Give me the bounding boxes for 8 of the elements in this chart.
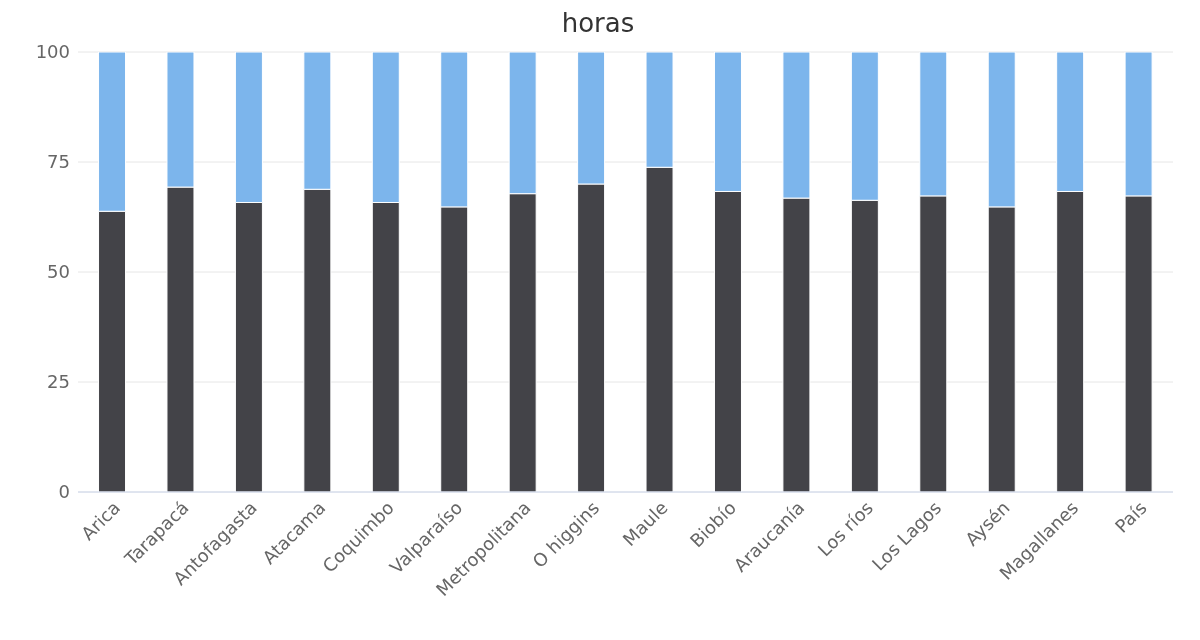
x-tick-label: País [1110,497,1151,537]
chart-title: horas [560,8,636,40]
y-tick-label: 0 [58,481,70,503]
y-tick-label: 100 [35,41,70,63]
y-tick-label: 75 [47,151,70,173]
x-tick-label: Los ríos [813,497,877,561]
y-tick-label: 50 [47,261,70,283]
y-tick-label: 25 [47,371,70,393]
